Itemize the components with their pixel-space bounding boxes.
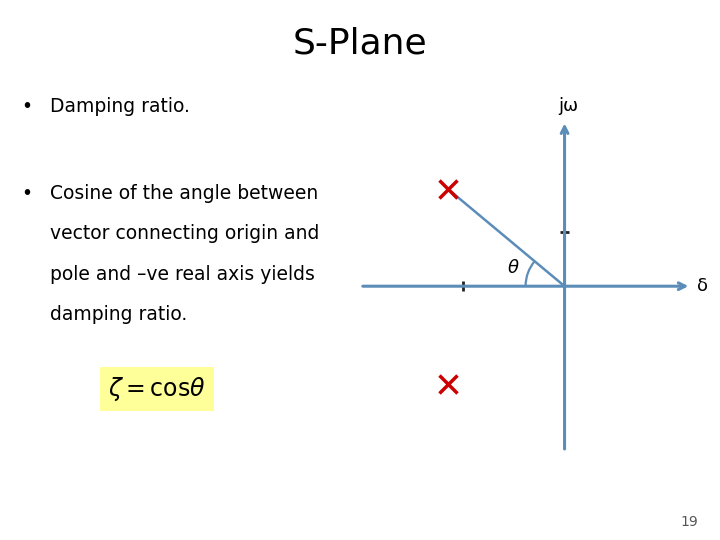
Text: $\zeta = \mathrm{cos}\theta$: $\zeta = \mathrm{cos}\theta$: [108, 375, 206, 403]
Text: Damping ratio.: Damping ratio.: [50, 97, 190, 116]
Text: 19: 19: [680, 515, 698, 529]
Text: $\theta$: $\theta$: [507, 259, 520, 276]
Text: damping ratio.: damping ratio.: [50, 305, 188, 324]
Text: jω: jω: [559, 97, 579, 115]
Text: S-Plane: S-Plane: [293, 27, 427, 61]
Text: Cosine of the angle between: Cosine of the angle between: [50, 184, 319, 202]
Text: vector connecting origin and: vector connecting origin and: [50, 224, 320, 243]
Text: δ: δ: [697, 277, 708, 295]
Text: •: •: [22, 184, 32, 202]
Text: •: •: [22, 97, 32, 116]
Text: pole and –ve real axis yields: pole and –ve real axis yields: [50, 265, 315, 284]
